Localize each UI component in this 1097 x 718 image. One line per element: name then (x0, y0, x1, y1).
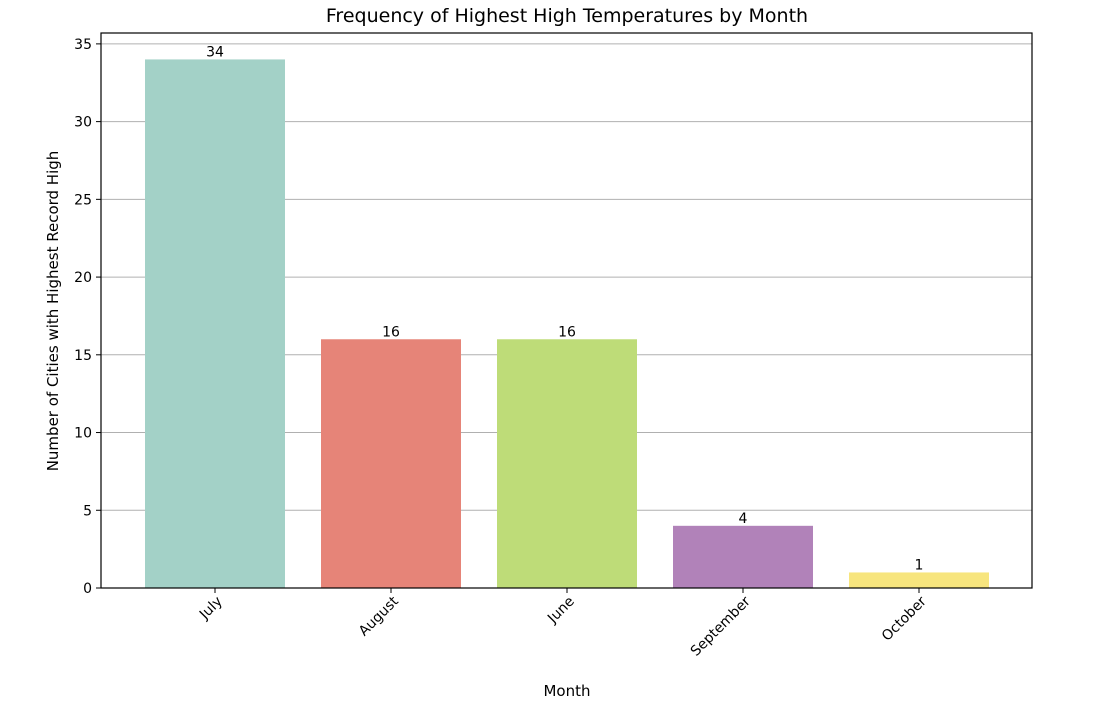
x-tick-label: June (544, 594, 578, 628)
y-axis-label: Number of Cities with Highest Record Hig… (44, 151, 62, 472)
bar-september (673, 525, 813, 588)
bar-june (497, 339, 637, 588)
bar-value-label: 16 (382, 324, 400, 340)
x-axis-ticks: July August June September October (196, 588, 930, 660)
y-tick-label: 35 (74, 37, 92, 53)
x-tick-label: July (196, 594, 226, 624)
x-tick-label: October (879, 593, 930, 644)
y-axis-ticks: 0 5 10 15 20 25 30 35 (74, 37, 101, 597)
bar-value-label: 4 (739, 511, 748, 527)
y-tick-label: 15 (74, 348, 92, 364)
x-tick-label: September (688, 593, 754, 659)
x-axis-label: Month (543, 682, 590, 700)
bar-october (849, 572, 989, 588)
bar-july (145, 59, 285, 588)
y-tick-label: 25 (74, 192, 92, 208)
plot-frame (100, 32, 1033, 589)
bar-value-label: 16 (558, 324, 576, 340)
bars (145, 59, 989, 588)
bar-value-label: 1 (915, 557, 924, 573)
bar-value-label: 34 (206, 44, 224, 60)
y-tick-label: 20 (74, 270, 92, 286)
bar-labels: 34 16 16 4 1 (206, 44, 923, 573)
y-tick-label: 5 (83, 503, 92, 519)
y-tick-label: 30 (74, 115, 92, 131)
y-tick-label: 0 (83, 581, 92, 597)
bar-august (321, 339, 461, 588)
y-tick-label: 10 (74, 426, 92, 442)
chart-title: Frequency of Highest High Temperatures b… (326, 5, 808, 27)
x-tick-label: August (356, 593, 402, 639)
